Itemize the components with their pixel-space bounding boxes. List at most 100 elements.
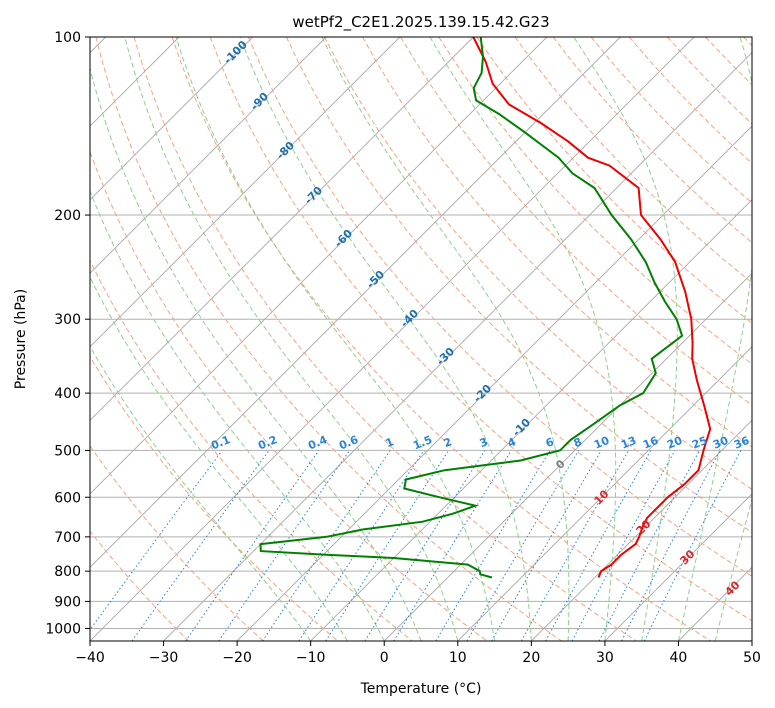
y-tick-label: 300: [54, 312, 81, 328]
mixing-ratio-label: 2: [442, 435, 454, 450]
moist-adiabat-line: [321, 37, 570, 641]
y-tick-label: 1000: [45, 621, 81, 637]
axes: −40 −30 −20 −10 0 10 20 30 40 5010020030040050060…: [45, 30, 761, 666]
y-tick-label: 800: [54, 564, 81, 580]
isotherm-line: [90, 37, 695, 641]
mixing-ratio-line: [298, 450, 425, 641]
y-tick-label: 100: [54, 30, 81, 46]
isotherm-line: [90, 37, 254, 201]
isotherm-line: [90, 37, 548, 495]
mixing-ratio-label: 16: [641, 434, 660, 452]
isotherm-line: [383, 272, 752, 641]
dry-adiabat-label: -30: [434, 345, 457, 368]
mixing-ratio-label: 10: [592, 434, 611, 452]
x-tick-label: 50: [743, 650, 761, 666]
dry-adiabat-line: [705, 37, 752, 86]
mixing-ratio-label: 0.1: [209, 433, 232, 452]
dry-adiabat-line: [133, 37, 637, 641]
mixing-ratio-line: [218, 450, 351, 641]
dry-adiabat-line: [667, 37, 752, 125]
y-tick-label: 400: [54, 386, 81, 402]
dry-adiabat-line: [90, 150, 488, 641]
dry-adiabat-label: -70: [302, 184, 325, 207]
isotherm-line: [163, 51, 752, 641]
isotherm-line: [457, 346, 752, 641]
moist-adiabat-line: [429, 37, 617, 641]
dewpoint-trace: [259, 37, 684, 579]
dry-adiabat-line: [247, 37, 752, 577]
mixing-ratio-line: [571, 450, 676, 641]
dry-adiabat-line: [743, 37, 752, 47]
mixing-ratio-line: [262, 450, 391, 641]
isotherm-line: [236, 125, 752, 641]
mixing-ratio-line: [185, 450, 320, 641]
dry-adiabat-label: -40: [398, 307, 421, 330]
y-tick-label: 900: [54, 594, 81, 610]
mixing-ratio-label: 25: [690, 434, 709, 452]
moist-adiabat-line: [90, 66, 422, 641]
x-tick-label: 30: [596, 650, 614, 666]
mixing-ratio-line: [643, 450, 742, 641]
y-axis-label: Pressure (hPa): [13, 289, 29, 389]
dry-adiabat-line: [438, 37, 752, 365]
mixing-ratio-line: [598, 450, 701, 641]
dry-adiabat-label: -20: [471, 382, 494, 405]
mixing-ratio-label: 3: [478, 435, 490, 450]
y-tick-label: 700: [54, 530, 81, 546]
dry-adiabat-line: [90, 259, 413, 641]
x-tick-label: −10: [296, 650, 326, 666]
isotherm-line: [90, 37, 474, 421]
dry-adiabat-line: [90, 530, 190, 641]
mixing-ratio-label: 13: [619, 434, 638, 452]
dry-adiabat-label: -10: [510, 416, 533, 439]
dry-adiabat-label: -50: [364, 268, 387, 291]
moist-adiabat-line: [90, 345, 312, 641]
isotherm-line: [530, 419, 752, 641]
moist-adiabat-line: [239, 37, 532, 641]
mixing-ratio-line: [466, 450, 580, 641]
dry-adiabat-line: [590, 37, 752, 204]
x-tick-label: 40: [670, 650, 688, 666]
moist-adiabat-line: [573, 37, 678, 641]
moist-adiabat-line: [90, 276, 348, 641]
isotherm-line: [90, 37, 327, 274]
dry-adiabat-line: [362, 37, 752, 448]
mixing-ratio-label: 30: [711, 434, 730, 452]
mixing-ratio-line: [521, 450, 630, 641]
x-axis-label: Temperature (°C): [360, 681, 482, 697]
chart-title: wetPf2_C2E1.2025.139.15.42.G23: [292, 13, 549, 32]
moist-adiabat-line: [714, 497, 752, 641]
x-tick-label: 0: [380, 650, 389, 666]
dry-adiabat-label: -60: [332, 227, 355, 250]
mixing-ratio-label: 20: [665, 434, 684, 452]
dry-adiabat-line: [400, 37, 752, 406]
mixing-ratio-label: 36: [732, 434, 751, 452]
dry-adiabat-label: -90: [248, 90, 271, 113]
x-tick-label: 20: [522, 650, 540, 666]
isotherm-line: [604, 493, 752, 641]
mixing-ratio-label: 8: [572, 435, 584, 450]
x-tick-label: −30: [149, 650, 179, 666]
background-lines: [90, 37, 752, 641]
moist-adiabat-line: [175, 37, 496, 641]
mixing-ratio-line: [131, 450, 270, 641]
moist-adiabat-line: [90, 189, 385, 641]
mixing-ratio-label: 6: [544, 435, 556, 450]
mixing-ratio-label: 1.5: [411, 433, 434, 452]
temperature-trace: [472, 37, 712, 578]
sounding-traces: [259, 37, 712, 579]
mixing-ratio-label: 0.6: [337, 433, 360, 452]
dry-adiabat-line: [209, 37, 752, 622]
y-tick-label: 600: [54, 490, 81, 506]
dry-adiabat-line: [285, 37, 752, 534]
mixing-ratio-line: [325, 450, 450, 641]
moist-adiabat-line: [124, 37, 459, 641]
dry-adiabat-line: [90, 355, 339, 641]
mixing-ratio-line: [435, 450, 551, 641]
plot-frame: [89, 36, 753, 642]
mixing-ratio-label: 0.2: [256, 433, 279, 452]
moist-adiabat-label: 30: [678, 547, 698, 567]
isotherm-line: [751, 640, 752, 641]
dry-adiabat-line: [476, 37, 752, 324]
